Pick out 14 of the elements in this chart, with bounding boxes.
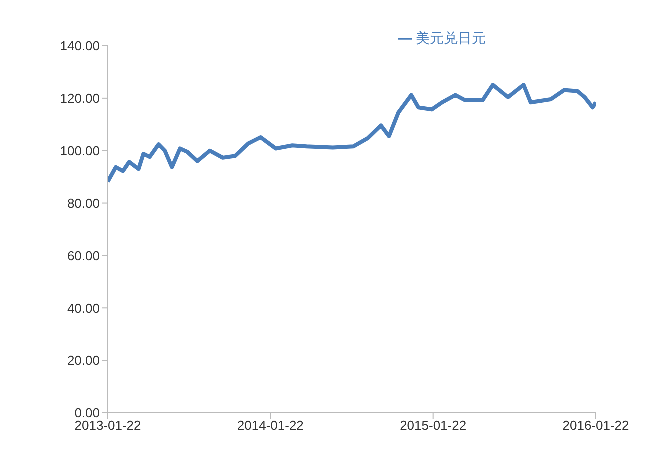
- line-series: [108, 83, 596, 184]
- y-tick-label: 40.00: [67, 300, 100, 316]
- y-tick-label: 100.00: [60, 143, 100, 158]
- x-tick-label: 2013-01-22: [74, 418, 142, 434]
- x-tick-label: 2016-01-22: [562, 418, 630, 434]
- y-tick-label: 140.00: [60, 38, 100, 54]
- x-tick-label: 2015-01-22: [400, 418, 467, 434]
- y-tick-label: 0.00: [74, 406, 100, 421]
- y-tick-label: 60.00: [67, 248, 100, 264]
- y-tick-label: 80.00: [67, 196, 100, 211]
- y-tick-label: 20.00: [67, 353, 100, 368]
- legend-label: 美元兑日元: [416, 30, 486, 46]
- y-tick-label: 120.00: [60, 91, 100, 106]
- x-tick-label: 2014-01-22: [237, 418, 304, 434]
